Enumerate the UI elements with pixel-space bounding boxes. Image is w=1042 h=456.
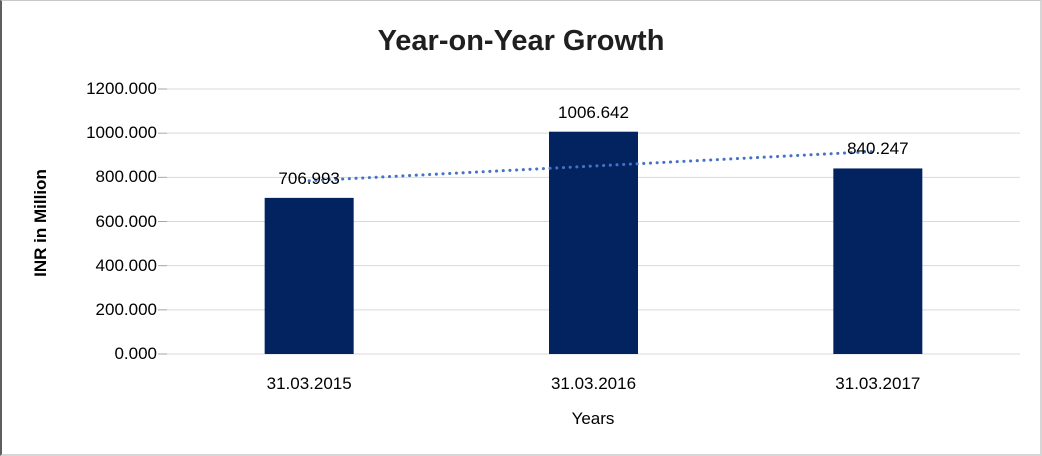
chart-title: Year-on-Year Growth <box>377 25 665 57</box>
bar <box>264 197 354 354</box>
trendline <box>307 149 880 183</box>
x-axis-title: Years <box>571 409 615 428</box>
bar <box>833 168 923 354</box>
